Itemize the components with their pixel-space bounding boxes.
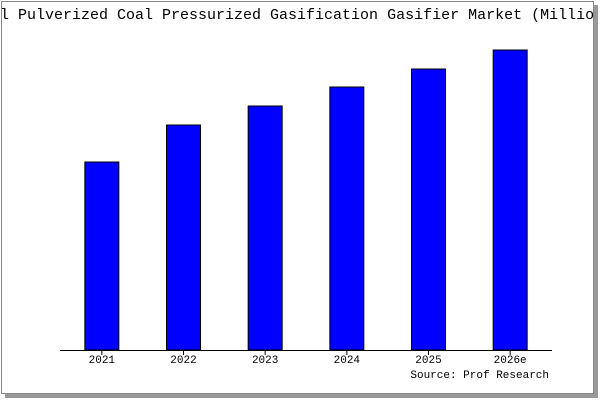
x-tick-label: 2021	[89, 355, 116, 367]
bar	[329, 86, 365, 351]
source: Source: Prof Research	[410, 370, 549, 382]
bar	[166, 124, 201, 351]
x-tick-label: 2022	[170, 355, 196, 367]
chart-title: l Pulverized Coal Pressurized Gasificati…	[0, 7, 594, 24]
bar	[411, 68, 446, 351]
bar	[492, 49, 528, 351]
bar	[247, 105, 283, 351]
x-tick-label: 2025	[415, 355, 441, 367]
x-tick-label: 2023	[252, 355, 278, 367]
bar	[84, 161, 120, 351]
x-tick-label: 2026e	[494, 355, 527, 367]
x-tick-label: 2024	[334, 355, 361, 367]
